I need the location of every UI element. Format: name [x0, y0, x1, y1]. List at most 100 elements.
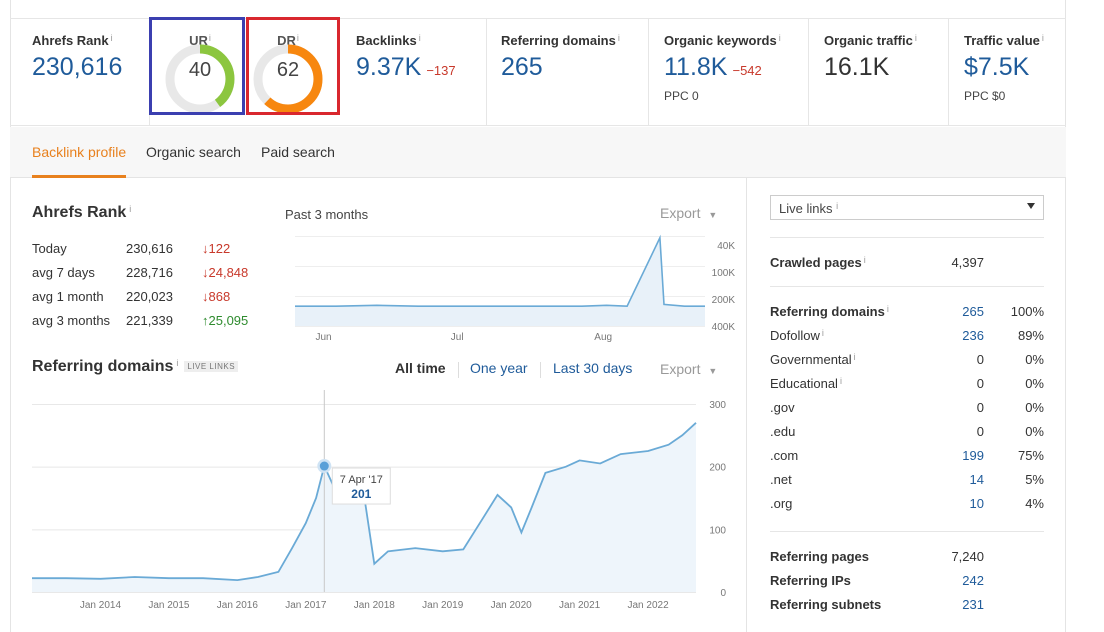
- row-label: Dofollow: [770, 328, 820, 343]
- info-icon[interactable]: i: [208, 33, 211, 43]
- x-tick-label: Jan 2018: [354, 600, 396, 611]
- rank-row-change: ↓24,848: [202, 265, 249, 280]
- info-icon[interactable]: i: [914, 33, 917, 43]
- tab-paid-search[interactable]: Paid search: [261, 144, 335, 160]
- y-tick-label: 100: [709, 525, 726, 536]
- info-icon[interactable]: i: [821, 328, 824, 338]
- rank-row-label: avg 3 months: [32, 313, 111, 328]
- export-button[interactable]: Export ▼: [660, 361, 717, 377]
- metric-dr[interactable]: DRi 62: [244, 19, 344, 125]
- info-icon[interactable]: i: [176, 358, 179, 368]
- chevron-down-icon: ▼: [708, 210, 718, 220]
- y-tick-label: 200K: [712, 295, 736, 306]
- rank-row-value: 221,339: [126, 313, 173, 328]
- metric-value: 62: [276, 59, 300, 81]
- rank-row-value: 228,716: [126, 265, 173, 280]
- referring-stat-row: Referring subnets 231: [770, 597, 1044, 615]
- row-percent: 75%: [1017, 448, 1044, 463]
- row-value: 0: [976, 352, 984, 367]
- row-value[interactable]: 242: [962, 573, 984, 588]
- rank-row-value: 220,023: [126, 289, 173, 304]
- row-value[interactable]: 14: [969, 472, 984, 487]
- chevron-down-icon: ▼: [708, 366, 718, 376]
- metric-organic-traffic[interactable]: Organic traffic i 16.1K: [809, 19, 949, 125]
- row-value[interactable]: 199: [962, 448, 984, 463]
- y-tick-label: 200: [709, 463, 726, 474]
- info-icon[interactable]: i: [1041, 33, 1044, 43]
- info-icon[interactable]: i: [110, 33, 113, 43]
- tooltip-value: 201: [351, 487, 371, 501]
- metric-organic-keywords[interactable]: Organic keywords i 11.8K −542 PPC 0: [649, 19, 809, 125]
- info-icon[interactable]: i: [839, 376, 842, 386]
- tab-backlink-profile[interactable]: Backlink profile: [32, 144, 127, 160]
- row-label: Governmental: [770, 352, 852, 367]
- row-label: .com: [770, 448, 799, 463]
- info-icon[interactable]: i: [836, 201, 839, 211]
- rank-row-value: 230,616: [126, 241, 173, 256]
- hover-point[interactable]: [319, 461, 329, 471]
- crawled-pages-row: Crawled pages i 4,397: [770, 255, 1044, 273]
- row-value[interactable]: 231: [962, 597, 984, 612]
- referring-domains-title: Referring domains: [32, 358, 174, 375]
- row-label: Referring IPs: [770, 573, 851, 588]
- export-button[interactable]: Export ▼: [660, 205, 717, 221]
- info-icon[interactable]: i: [863, 255, 866, 265]
- rank-row-label: Today: [32, 241, 67, 256]
- divider: [770, 237, 1044, 238]
- domain-stat-row: Governmental i 0 0%: [770, 352, 1044, 370]
- range-last-30-days[interactable]: Last 30 days: [553, 360, 633, 376]
- info-icon[interactable]: i: [617, 33, 620, 43]
- rank-row: Today 230,616 ↓122: [32, 241, 272, 261]
- info-icon[interactable]: i: [778, 33, 781, 43]
- metric-label: Referring domains: [501, 33, 616, 48]
- referring-domains-area: [32, 422, 696, 592]
- metric-ur[interactable]: URi 40: [150, 19, 244, 125]
- x-tick-label: Aug: [594, 332, 612, 343]
- x-tick-label: Jan 2021: [559, 600, 601, 611]
- dr-highlight-box: [246, 17, 340, 115]
- tab-organic-search[interactable]: Organic search: [146, 144, 241, 160]
- row-value: 0: [976, 376, 984, 391]
- metrics-row: Ahrefs Rank i 230,616 URi 40 DRi 62 Backl…: [10, 18, 1066, 126]
- live-links-select[interactable]: Live links i: [770, 195, 1044, 220]
- row-value[interactable]: 236: [962, 328, 984, 343]
- info-icon[interactable]: i: [418, 33, 421, 43]
- row-label: .org: [770, 496, 793, 511]
- domain-stat-row: .edu 0 0%: [770, 424, 1044, 442]
- info-icon[interactable]: i: [886, 304, 889, 314]
- left-panel: Ahrefs Rank i Past 3 months Export ▼ Toda…: [10, 178, 747, 632]
- metric-traffic-value[interactable]: Traffic value i $7.5K PPC $0: [949, 19, 1066, 125]
- range-one-year[interactable]: One year: [470, 360, 528, 376]
- ahrefs-rank-title: Ahrefs Rank: [32, 204, 127, 221]
- info-icon[interactable]: i: [296, 33, 299, 43]
- rank-row-change: ↑25,095: [202, 313, 249, 328]
- y-tick-label: 100K: [712, 268, 736, 279]
- domain-stat-row: Referring domains i 265 100%: [770, 304, 1044, 322]
- rank-row: avg 1 month 220,023 ↓868: [32, 289, 272, 309]
- referring-domains-chart[interactable]: 0 100 200 300 Jan 2014 Jan 2015 Jan 2016 Jan 20…: [10, 390, 745, 630]
- metric-label: Ahrefs Rank: [32, 33, 109, 48]
- metric-label: DR: [277, 33, 296, 48]
- info-icon[interactable]: i: [129, 204, 132, 214]
- ahrefs-rank-chart[interactable]: 40K 100K 200K 400K Jun Jul Aug: [280, 228, 740, 348]
- metric-label: Organic traffic: [824, 33, 913, 48]
- metric-backlinks[interactable]: Backlinks i 9.37K −137: [344, 19, 487, 125]
- row-label: .gov: [770, 400, 795, 415]
- metric-value: 9.37K: [356, 53, 422, 81]
- divider: [770, 531, 1044, 532]
- info-icon[interactable]: i: [853, 352, 856, 362]
- metric-referring-domains[interactable]: Referring domains i 265: [487, 19, 649, 125]
- metric-ahrefs-rank[interactable]: Ahrefs Rank i 230,616: [10, 19, 150, 125]
- row-label: .edu: [770, 424, 796, 439]
- ur-gauge-arc: [165, 44, 235, 114]
- row-value[interactable]: 10: [969, 496, 984, 511]
- row-value[interactable]: 265: [962, 304, 984, 319]
- row-percent: 0%: [1025, 424, 1044, 439]
- rank-row: avg 7 days 228,716 ↓24,848: [32, 265, 272, 285]
- range-all-time[interactable]: All time: [395, 360, 446, 376]
- metric-value: 40: [188, 59, 212, 81]
- referring-stat-row: Referring pages 7,240: [770, 549, 1044, 567]
- metric-label: Organic keywords: [664, 33, 777, 48]
- y-tick-label: 300: [709, 400, 726, 411]
- row-value: 0: [976, 424, 984, 439]
